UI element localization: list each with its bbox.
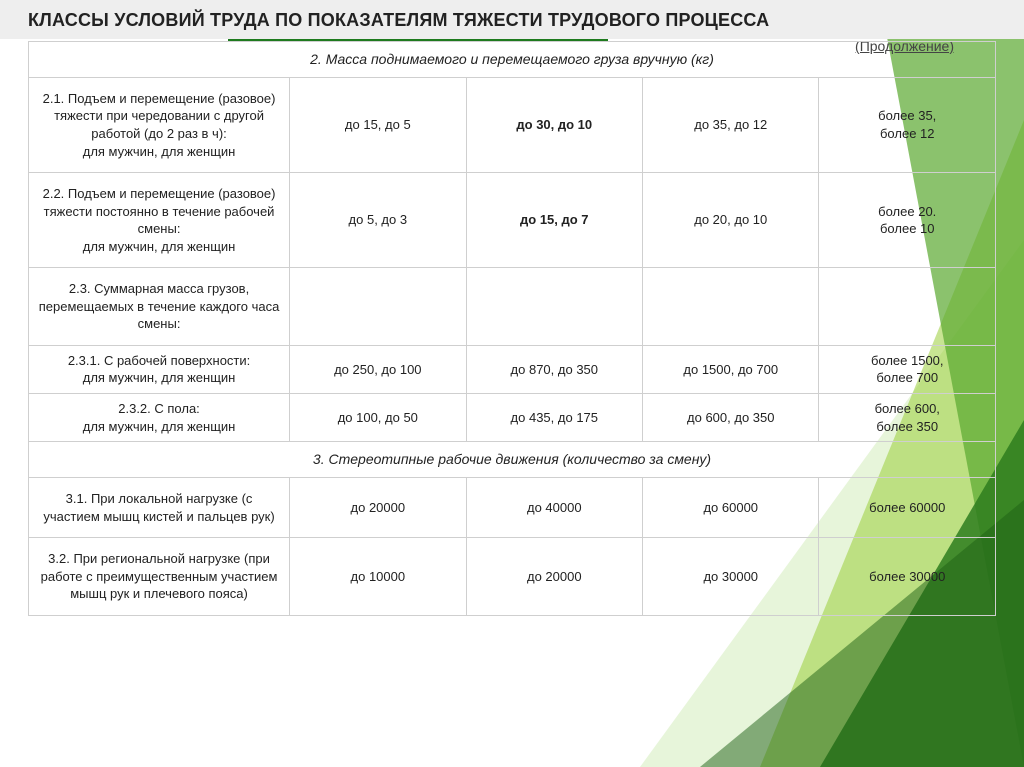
cell (466, 268, 642, 346)
section-2-header: 2. Масса поднимаемого и перемещаемого гр… (29, 42, 996, 78)
table-row: 2.3. Суммарная масса грузов, перемещаемы… (29, 268, 996, 346)
section-header-row: 2. Масса поднимаемого и перемещаемого гр… (29, 42, 996, 78)
cell: более 1500,более 700 (819, 345, 996, 393)
page-title: КЛАССЫ УСЛОВИЙ ТРУДА ПО ПОКАЗАТЕЛЯМ ТЯЖЕ… (28, 10, 996, 31)
cell (819, 268, 996, 346)
cell: до 20, до 10 (643, 173, 819, 268)
cell: более 35,более 12 (819, 77, 996, 172)
table-row: 3.1. При локальной нагрузке (с участием … (29, 477, 996, 537)
cell (290, 268, 466, 346)
title-underline (228, 39, 608, 41)
cell: до 435, до 175 (466, 394, 642, 442)
row-desc: 2.3.2. С пола:для мужчин, для женщин (29, 394, 290, 442)
row-desc: 3.1. При локальной нагрузке (с участием … (29, 477, 290, 537)
cell: до 60000 (643, 477, 819, 537)
table-row: 2.3.1. С рабочей поверхности:для мужчин,… (29, 345, 996, 393)
labor-classes-table: 2. Масса поднимаемого и перемещаемого гр… (28, 41, 996, 616)
row-desc: 2.2. Подъем и перемещение (разовое) тяже… (29, 173, 290, 268)
cell: до 100, до 50 (290, 394, 466, 442)
cell: до 5, до 3 (290, 173, 466, 268)
cell: до 20000 (290, 477, 466, 537)
row-desc: 2.3. Суммарная масса грузов, перемещаемы… (29, 268, 290, 346)
cell: более 600,более 350 (819, 394, 996, 442)
title-bar: КЛАССЫ УСЛОВИЙ ТРУДА ПО ПОКАЗАТЕЛЯМ ТЯЖЕ… (0, 0, 1024, 39)
section-3-header: 3. Стереотипные рабочие движения (количе… (29, 442, 996, 478)
cell (643, 268, 819, 346)
row-desc: 3.2. При региональной нагрузке (при рабо… (29, 538, 290, 616)
cell: до 40000 (466, 477, 642, 537)
row-desc: 2.1. Подъем и перемещение (разовое) тяже… (29, 77, 290, 172)
table-row: 3.2. При региональной нагрузке (при рабо… (29, 538, 996, 616)
cell: до 20000 (466, 538, 642, 616)
cell: до 30000 (643, 538, 819, 616)
cell: до 1500, до 700 (643, 345, 819, 393)
cell: более 60000 (819, 477, 996, 537)
cell: до 35, до 12 (643, 77, 819, 172)
table-row: 2.2. Подъем и перемещение (разовое) тяже… (29, 173, 996, 268)
cell: до 600, до 350 (643, 394, 819, 442)
cell: до 10000 (290, 538, 466, 616)
table-container: 2. Масса поднимаемого и перемещаемого гр… (0, 39, 1024, 616)
cell: до 870, до 350 (466, 345, 642, 393)
table-row: 2.3.2. С пола:для мужчин, для женщин до … (29, 394, 996, 442)
cell: более 20.более 10 (819, 173, 996, 268)
section-header-row: 3. Стереотипные рабочие движения (количе… (29, 442, 996, 478)
cell: до 15, до 7 (466, 173, 642, 268)
cell: более 30000 (819, 538, 996, 616)
cell: до 30, до 10 (466, 77, 642, 172)
cell: до 15, до 5 (290, 77, 466, 172)
cell: до 250, до 100 (290, 345, 466, 393)
table-row: 2.1. Подъем и перемещение (разовое) тяже… (29, 77, 996, 172)
row-desc: 2.3.1. С рабочей поверхности:для мужчин,… (29, 345, 290, 393)
